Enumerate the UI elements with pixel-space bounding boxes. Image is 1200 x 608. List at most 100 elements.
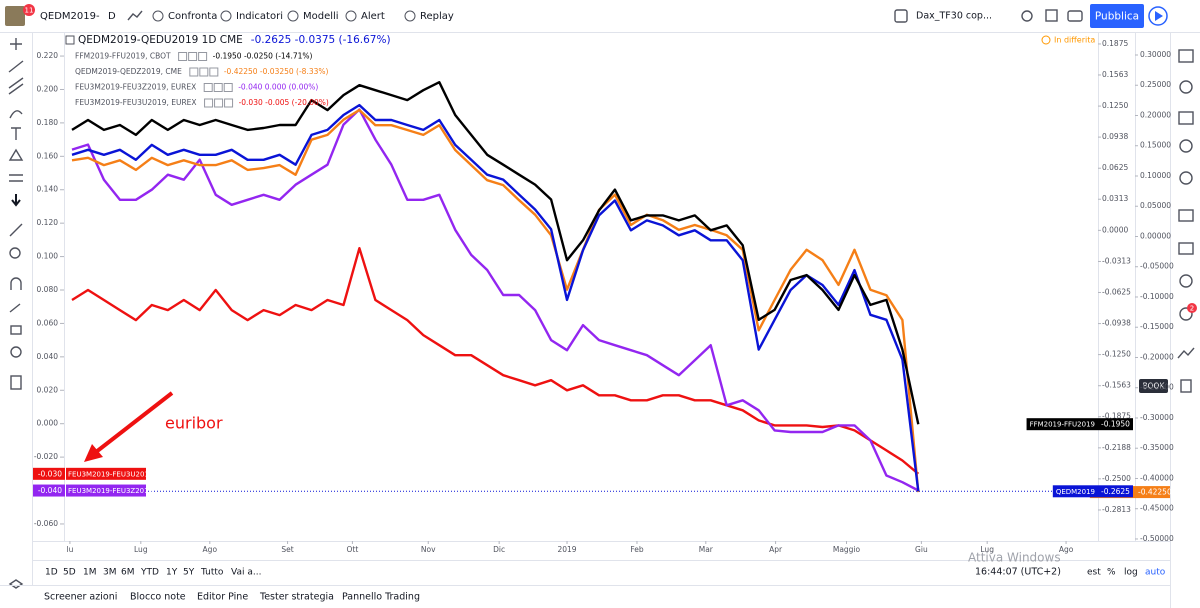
y-tick-label: 0.180 xyxy=(37,118,59,127)
timeframe[interactable]: YTD xyxy=(140,568,159,578)
trash-tool[interactable] xyxy=(10,375,22,390)
legend-name[interactable]: QEDM2019-QEDU2019 1D CME xyxy=(78,34,243,46)
toolbar-button[interactable]: Replay xyxy=(420,11,454,22)
data-window-icon[interactable] xyxy=(1178,111,1194,125)
book-label[interactable]: BOOK xyxy=(1143,382,1166,391)
y2-tick-label: -0.2813 xyxy=(1102,505,1131,514)
messages-icon[interactable] xyxy=(1178,242,1194,255)
fib-tool[interactable] xyxy=(8,77,24,95)
toolbar-icon[interactable] xyxy=(220,10,232,22)
interval[interactable]: D xyxy=(108,11,116,22)
annotation-arrow xyxy=(94,391,174,454)
layout-name[interactable]: Dax_TF30 cop... xyxy=(916,11,992,22)
publish-button[interactable] xyxy=(1090,4,1144,28)
market-icon[interactable] xyxy=(1177,347,1195,359)
series-line xyxy=(71,81,920,425)
timeframe[interactable]: 1Y xyxy=(166,568,178,578)
legend-icon[interactable] xyxy=(65,35,75,45)
scale-option[interactable]: auto xyxy=(1145,568,1166,578)
legend-button[interactable] xyxy=(214,98,224,108)
visibility-tool[interactable] xyxy=(10,346,22,358)
legend-values: -0.040 0.000 (0.00%) xyxy=(238,83,318,92)
dom-icon[interactable] xyxy=(1180,379,1192,393)
toolbar-icon[interactable] xyxy=(287,10,299,22)
arrow-tool[interactable] xyxy=(11,194,21,207)
legend-name[interactable]: FEU3M2019-FEU3Z2019, EUREX xyxy=(75,83,196,92)
timeframe[interactable]: 5D xyxy=(63,568,76,578)
legend-button[interactable] xyxy=(198,52,208,61)
toolbar-button[interactable]: Modelli xyxy=(303,11,339,22)
legend-button[interactable] xyxy=(224,98,234,108)
book-tag[interactable] xyxy=(1139,379,1168,393)
ideas-icon[interactable] xyxy=(1179,171,1193,185)
toolbar-icon[interactable] xyxy=(345,10,357,22)
tab[interactable]: Editor Pine xyxy=(197,592,248,603)
scale-option[interactable]: log xyxy=(1124,568,1138,578)
magnet-tool[interactable] xyxy=(10,277,22,290)
timeframe[interactable]: 1M xyxy=(83,568,97,578)
publish-label[interactable]: Pubblica xyxy=(1095,11,1139,23)
legend-button[interactable] xyxy=(199,67,209,77)
zoom-tool[interactable] xyxy=(9,247,21,259)
text-tool[interactable] xyxy=(11,127,21,140)
avatar[interactable] xyxy=(5,6,25,26)
trendline-tool[interactable] xyxy=(8,60,24,73)
watchlist-icon[interactable] xyxy=(1178,49,1194,63)
legend-name[interactable]: QEDM2019-QEDZ2019, CME xyxy=(75,67,182,76)
stay-drawing-tool[interactable] xyxy=(9,303,21,313)
tab[interactable]: Screener azioni xyxy=(44,592,117,603)
play-icon[interactable] xyxy=(1148,6,1168,26)
timeframe[interactable]: Tutto xyxy=(200,568,224,578)
notifications-icon[interactable] xyxy=(1179,307,1193,321)
legend-button[interactable] xyxy=(203,83,213,92)
tab[interactable]: Pannello Trading xyxy=(342,592,420,603)
chat-icon[interactable] xyxy=(1178,209,1194,222)
settings-icon[interactable] xyxy=(1021,10,1033,22)
layers-tool[interactable] xyxy=(8,579,24,589)
alerts-icon[interactable] xyxy=(1179,80,1193,94)
legend-button[interactable] xyxy=(204,98,214,108)
hotlist-icon[interactable] xyxy=(1179,139,1193,153)
timeframe[interactable]: 5Y xyxy=(183,568,195,578)
legend-button[interactable] xyxy=(189,67,199,77)
timeframe[interactable]: 6M xyxy=(121,568,135,578)
snapshot-icon[interactable] xyxy=(1067,10,1083,22)
broadcast-icon[interactable] xyxy=(1179,274,1193,288)
lock-tool[interactable] xyxy=(10,325,22,335)
timeframe[interactable]: 1D xyxy=(45,568,58,578)
legend-name[interactable]: FFM2019-FFU2019, CBOT xyxy=(75,52,171,61)
fullscreen-icon[interactable] xyxy=(1045,9,1058,22)
x-tick-label: Dic xyxy=(493,545,505,554)
y3-tick-label: -0.35000 xyxy=(1140,443,1174,452)
toolbar-icon[interactable] xyxy=(404,10,416,22)
toolbar-button[interactable]: Alert xyxy=(361,11,385,22)
measure-tool[interactable] xyxy=(9,223,23,237)
legend-button[interactable] xyxy=(213,83,223,92)
y3-tick-label: 0.20000 xyxy=(1140,110,1171,119)
crosshair-tool[interactable] xyxy=(10,38,22,50)
legend-values: -0.2625 -0.0375 (-16.67%) xyxy=(251,34,391,46)
legend-button[interactable] xyxy=(209,67,219,77)
legend-name[interactable]: FEU3M2019-FEU3U2019, EUREX xyxy=(75,98,197,107)
tab[interactable]: Tester strategia xyxy=(259,592,334,603)
goto[interactable]: Vai a... xyxy=(231,568,261,578)
pattern-tool[interactable] xyxy=(8,148,24,161)
symbol[interactable]: QEDM2019- xyxy=(40,11,100,22)
brush-tool[interactable] xyxy=(9,110,23,119)
legend-button[interactable] xyxy=(188,52,198,61)
timeframe[interactable]: 3M xyxy=(103,568,117,578)
right-widgets: 2 xyxy=(1177,49,1197,393)
x-tick-label: Ago xyxy=(203,545,218,554)
chart-type-icon[interactable] xyxy=(127,10,143,21)
scale-option[interactable]: est xyxy=(1087,568,1101,578)
toolbar-button[interactable]: Indicatori xyxy=(236,11,283,22)
x-tick-label: Mar xyxy=(699,545,714,554)
toolbar-button[interactable]: Confronta xyxy=(168,11,217,22)
forecast-tool[interactable] xyxy=(9,174,23,182)
toolbar-icon[interactable] xyxy=(152,10,164,22)
tab[interactable]: Blocco note xyxy=(130,592,186,603)
checkbox-icon[interactable] xyxy=(894,9,908,23)
scale-option[interactable]: % xyxy=(1107,568,1116,578)
legend-button[interactable] xyxy=(178,52,188,61)
legend-button[interactable] xyxy=(223,83,233,92)
